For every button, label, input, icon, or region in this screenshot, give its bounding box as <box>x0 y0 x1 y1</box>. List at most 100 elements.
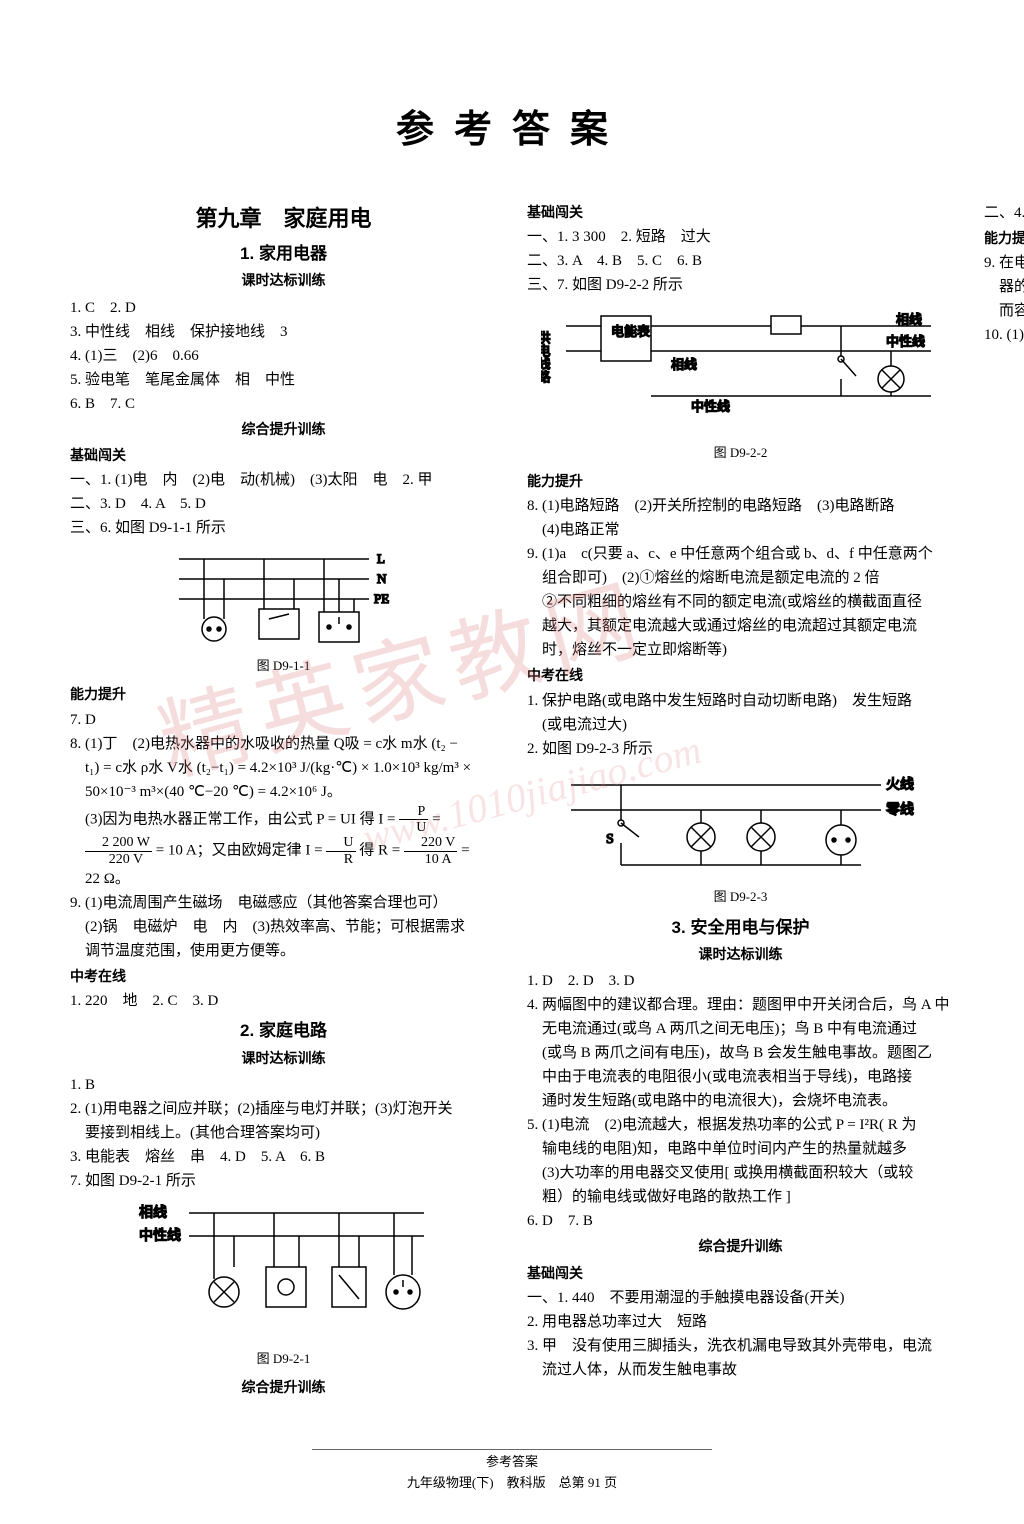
answer-line: 粗）的输电线或做好电路的散热工作 ] <box>527 1185 954 1209</box>
answer-line: 3. 电能表 熔丝 串 4. D 5. A 6. B <box>70 1145 497 1169</box>
answer-line: (4)电路正常 <box>527 518 954 542</box>
answer-line: 4. 两幅图中的建议都合理。理由：题图甲中开关闭合后，鸟 A 中 <box>527 993 954 1017</box>
section3-title: 3. 安全用电与保护 <box>527 914 954 941</box>
answer-line: 一、1. (1)电 内 (2)电 动(机械) (3)太阳 电 2. 甲 <box>70 468 497 492</box>
answer-line: (或鸟 B 两爪之间有电压)，故鸟 B 会发生触电事故。题图乙 <box>527 1041 954 1065</box>
answer-line: 三、6. 如图 D9-1-1 所示 <box>70 516 497 540</box>
circuit-d9-2-3-svg: 火线 零线 S <box>561 765 921 885</box>
answer-line: 通时发生短路(或电路中的电流很大)，会烧坏电流表。 <box>527 1089 954 1113</box>
answer-line: 三、7. 如图 D9-2-2 所示 <box>527 273 954 297</box>
heading-nlts: 能力提升 <box>70 683 497 705</box>
circuit-d9-2-2-svg: 供电线路 电能表 相线 中性线 相线 <box>541 301 941 441</box>
section2-title: 2. 家庭电路 <box>70 1017 497 1044</box>
answer-line: 2. 用电器总功率过大 短路 <box>527 1310 954 1334</box>
answer-line: (3)大功率的用电器交叉使用[ 或换用横截面积较大（或较 <box>527 1161 954 1185</box>
answer-line: 3. 中性线 相线 保护接地线 3 <box>70 320 497 344</box>
answer-line: (3)因为电热水器正常工作，由公式 P = UI 得 I = PU = <box>70 804 497 836</box>
answer-line: t₁) = c水 ρ水 V水 (t₂−t₁) = 4.2×10³ J/(kg·℃… <box>70 756 497 780</box>
section1-title: 1. 家用电器 <box>70 240 497 267</box>
answer-line: 50×10⁻³ m³×(40 ℃−20 ℃) = 4.2×10⁶ J。 <box>70 780 497 804</box>
answer-line: 1. 220 地 2. C 3. D <box>70 989 497 1013</box>
answer-line: 组合即可) (2)①熔丝的熔断电流是额定电流的 2 倍 <box>527 566 954 590</box>
answer-line: 7. 如图 D9-2-1 所示 <box>70 1169 497 1193</box>
figure-d9-1-1: L N PE 图 D9-1-1 <box>70 544 497 677</box>
page: 精英家教网 www.1010jiajiao.com 参考答案 第九章 家庭用电 … <box>0 0 1024 1524</box>
answer-line: 中由于电流表的电阻很小(或电流表相当于导线)，电路接 <box>527 1065 954 1089</box>
page-footer: 参考答案 九年级物理(下) 教科版 总第 91 页 <box>0 1449 1024 1494</box>
answer-line: 一、1. 440 不要用潮湿的手触摸电器设备(开关) <box>527 1286 954 1310</box>
heading-jcchg: 基础闯关 <box>527 201 954 223</box>
answer-line: 1. 保护电路(或电路中发生短路时自动切断电路) 发生短路 <box>527 689 954 713</box>
heading-jcchg: 基础闯关 <box>527 1262 954 1284</box>
section3-sub-kdb: 课时达标训练 <box>527 943 954 965</box>
figure-caption: 图 D9-1-1 <box>70 656 497 677</box>
answer-line: 而容易发生火灾 <box>984 299 1024 323</box>
answer-line: 3. 甲 没有使用三脚插头，洗衣机漏电导致其外壳带电，电流 <box>527 1334 954 1358</box>
answer-line: 越大，其额定电流越大或通过熔丝的电流超过其额定电流 <box>527 614 954 638</box>
svg-text:零线: 零线 <box>886 802 914 818</box>
answer-line: 22 Ω。 <box>70 867 497 891</box>
answer-line: (2)锅 电磁炉 电 内 (3)热效率高、节能；可根据需求 <box>70 915 497 939</box>
answer-line: 无电流通过(或鸟 A 两爪之间无电压)；鸟 B 中有电流通过 <box>527 1017 954 1041</box>
answer-line: 二、3. A 4. B 5. C 6. B <box>527 249 954 273</box>
svg-text:火线: 火线 <box>886 777 914 793</box>
svg-text:PE: PE <box>374 591 389 606</box>
circuit-d9-2-1-svg: 相线 中性线 <box>134 1197 434 1347</box>
content-columns: 第九章 家庭用电 1. 家用电器 课时达标训练 1. C 2. D 3. 中性线… <box>70 201 954 1401</box>
answer-line: 1. B <box>70 1073 497 1097</box>
answer-line: 2. 如图 D9-2-3 所示 <box>527 737 954 761</box>
figure-caption: 图 D9-2-1 <box>70 1349 497 1370</box>
answer-line: 9. 在电路中同时接入过多的用电器可以吗 不可以，由于用电 <box>984 251 1024 275</box>
svg-text:相线: 相线 <box>139 1205 167 1221</box>
answer-line: 时，熔丝不一定立即熔断等) <box>527 638 954 662</box>
figure-d9-2-1: 相线 中性线 <box>70 1197 497 1370</box>
circuit-d9-1-1-svg: L N PE <box>169 544 399 654</box>
answer-line: 6. D 7. B <box>527 1209 954 1233</box>
answer-line: 5. (1)电流 (2)电流越大，根据发热功率的公式 P = I²R( R 为 <box>527 1113 954 1137</box>
heading-zkzx: 中考在线 <box>527 664 954 686</box>
answer-line: 流过人体，从而发生触电事故 <box>527 1358 954 1382</box>
footer-top: 参考答案 <box>0 1452 1024 1473</box>
figure-caption: 图 D9-2-3 <box>527 887 954 908</box>
answer-line: 8. (1)丁 (2)电热水器中的水吸收的热量 Q吸 = c水 m水 (t₂ − <box>70 732 497 756</box>
svg-text:中性线: 中性线 <box>691 399 730 414</box>
svg-text:中性线: 中性线 <box>139 1228 181 1244</box>
answer-line: 2. (1)用电器之间应并联；(2)插座与电灯并联；(3)灯泡开关 <box>70 1097 497 1121</box>
answer-line: 一、1. 3 300 2. 短路 过大 <box>527 225 954 249</box>
figure-d9-2-2: 供电线路 电能表 相线 中性线 相线 <box>527 301 954 464</box>
section2-sub-zhts: 综合提升训练 <box>70 1376 497 1398</box>
section1-sub-kdb: 课时达标训练 <box>70 269 497 291</box>
svg-text:相线: 相线 <box>896 312 922 327</box>
answer-line: 调节温度范围，使用更方便等。 <box>70 939 497 963</box>
answer-line: 9. (1)a c(只要 a、c、e 中任意两个组合或 b、d、f 中任意两个 <box>527 542 954 566</box>
answer-line: 9. (1)电流周围产生磁场 电磁感应（其他答案合理也可） <box>70 891 497 915</box>
answer-line: (或电流过大) <box>527 713 954 737</box>
svg-text:S: S <box>606 832 614 847</box>
answer-line: 二、4. D 5. D 6. D 7. C 8. C <box>984 201 1024 225</box>
section3-sub-zhts: 综合提升训练 <box>527 1235 954 1257</box>
heading-zkzx: 中考在线 <box>70 965 497 987</box>
figure-d9-2-3: 火线 零线 S 图 D9-2-3 <box>527 765 954 908</box>
page-title: 参考答案 <box>70 100 954 161</box>
heading-jcchg: 基础闯关 <box>70 444 497 466</box>
answer-line: 要接到相线上。(其他合理答案均可) <box>70 1121 497 1145</box>
answer-line: 5. 验电笔 笔尾金属体 相 中性 <box>70 368 497 392</box>
svg-text:供电线路: 供电线路 <box>541 331 551 383</box>
chapter-title: 第九章 家庭用电 <box>70 201 497 236</box>
answer-line: 6. B 7. C <box>70 392 497 416</box>
answer-line: 10. (1)5 A (2)当发生触电事故时，设通过人体的电流为 I人， <box>984 323 1024 347</box>
heading-nlts: 能力提升 <box>527 470 954 492</box>
heading-nlts: 能力提升 <box>984 227 1024 249</box>
svg-text:中性线: 中性线 <box>886 334 925 349</box>
figure-caption: 图 D9-2-2 <box>527 443 954 464</box>
section2-sub-kdb: 课时达标训练 <box>70 1047 497 1069</box>
svg-text:N: N <box>377 571 387 586</box>
answer-line: ②不同粗细的熔丝有不同的额定电流(或熔丝的横截面直径 <box>527 590 954 614</box>
svg-text:L: L <box>377 551 385 566</box>
answer-line: 2 200 W220 V = 10 A；又由欧姆定律 I = UR 得 R = … <box>70 835 497 867</box>
answer-line: 4. (1)三 (2)6 0.66 <box>70 344 497 368</box>
answer-line: 1. D 2. D 3. D <box>527 969 954 993</box>
answer-line: 二、3. D 4. A 5. D <box>70 492 497 516</box>
answer-line: 7. D <box>70 708 497 732</box>
section1-sub-zhts: 综合提升训练 <box>70 418 497 440</box>
